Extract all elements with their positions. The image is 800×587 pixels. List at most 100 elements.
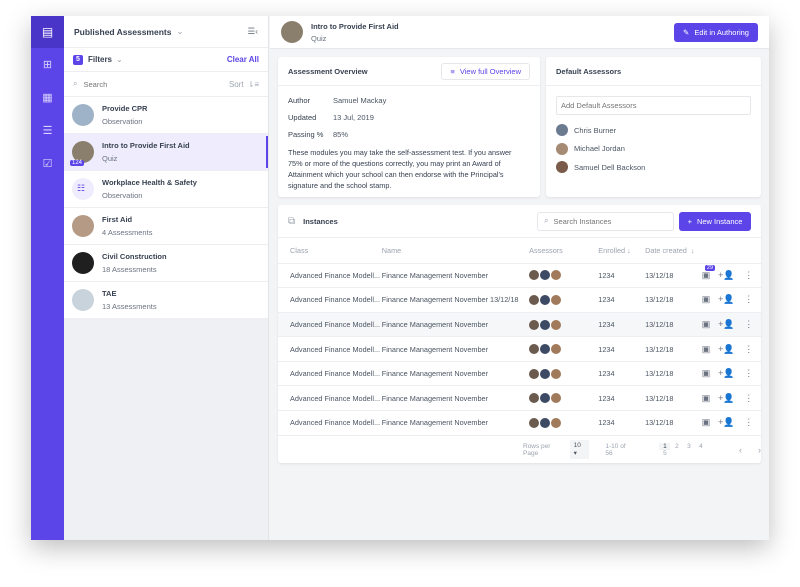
list-item[interactable]: TAE 13 Assessments	[64, 282, 268, 319]
nav-calendar[interactable]: ▦	[31, 81, 64, 114]
avatar	[529, 319, 540, 330]
column-date-created[interactable]: Date created ↓	[645, 238, 696, 264]
item-thumbnail	[72, 104, 94, 126]
item-thumbnail	[72, 252, 94, 274]
column-class[interactable]: Class	[278, 238, 382, 264]
item-subtitle: 4 Assessments	[102, 228, 153, 237]
assessor-item[interactable]: Samuel Dell Backson	[556, 158, 751, 177]
avatar	[529, 270, 540, 281]
instances-icon: ⧉	[288, 215, 296, 227]
avatar	[529, 368, 540, 379]
page-subtitle: Quiz	[311, 33, 327, 43]
clipboard-check-icon[interactable]: ▣	[695, 287, 717, 313]
filters-dropdown[interactable]: Filters	[88, 55, 113, 64]
assessment-overview-card: Assessment Overview ≡ View full Overview …	[278, 57, 540, 197]
avatar	[551, 344, 562, 355]
next-page-icon[interactable]: ›	[757, 444, 761, 455]
clipboard-check-icon[interactable]: ▣	[695, 385, 717, 412]
assessor-name: Samuel Dell Backson	[574, 162, 646, 172]
more-options-icon[interactable]: ⋮	[736, 287, 761, 313]
chevron-down-icon: ⌄	[116, 55, 123, 64]
page-button[interactable]: 5	[663, 449, 667, 457]
submissions-badge: 29	[704, 264, 716, 271]
column-enrolled[interactable]: Enrolled ↓	[598, 238, 646, 264]
list-item[interactable]: ☷ Workplace Health & Safety Observation	[64, 171, 268, 208]
table-row[interactable]: Advanced Finance Modell... Finance Manag…	[278, 385, 761, 412]
plus-icon: +	[687, 216, 692, 226]
cell-enrolled: 1234	[598, 287, 646, 313]
page-button[interactable]: 2	[675, 442, 679, 450]
add-default-assessors-input[interactable]	[556, 96, 751, 115]
prev-page-icon[interactable]: ‹	[738, 444, 742, 455]
page-button[interactable]: 3	[687, 442, 691, 450]
table-row[interactable]: Advanced Finance Modell... Finance Manag…	[278, 336, 761, 362]
clipboard-check-icon[interactable]: ▣	[695, 312, 717, 338]
search-input[interactable]	[83, 79, 229, 89]
edit-in-authoring-button[interactable]: ✎ Edit in Authoring	[674, 22, 758, 42]
more-options-icon[interactable]: ⋮	[736, 263, 761, 289]
table-row[interactable]: Advanced Finance Modell... Finance Manag…	[278, 410, 761, 436]
field-value: Samuel Mackay	[333, 96, 387, 105]
list-item[interactable]: Civil Construction 18 Assessments	[64, 245, 268, 282]
cell-name: Finance Management November	[381, 312, 530, 338]
cell-date: 13/12/18	[645, 263, 696, 289]
more-options-icon[interactable]: ⋮	[736, 385, 761, 412]
table-row[interactable]: Advanced Finance Modell... Finance Manag…	[278, 263, 761, 289]
table-row[interactable]: Advanced Finance Modell... Finance Manag…	[278, 361, 761, 387]
sort-button[interactable]: Sort	[228, 79, 244, 89]
nav-tasks[interactable]: ☑	[31, 147, 64, 180]
cell-date: 13/12/18	[645, 410, 696, 436]
add-person-icon[interactable]: +👤	[716, 312, 737, 338]
avatar	[540, 294, 551, 305]
item-subtitle: Observation	[102, 117, 143, 126]
clipboard-check-icon[interactable]: ▣	[695, 410, 717, 436]
list-item[interactable]: First Aid 4 Assessments	[64, 208, 268, 245]
assessor-item[interactable]: Michael Jordan	[556, 140, 751, 159]
sort-icon[interactable]: ⇂≡	[247, 79, 259, 89]
nav-checklist[interactable]: ☰	[31, 114, 64, 147]
column-name[interactable]: Name	[381, 238, 530, 264]
item-thumbnail	[72, 289, 94, 311]
collapse-panel-icon[interactable]: ☰‹	[247, 26, 258, 36]
cell-class: Advanced Finance Modell...	[278, 336, 382, 362]
add-person-icon[interactable]: +👤	[716, 263, 737, 289]
clipboard-check-icon[interactable]: ▣	[695, 336, 717, 362]
add-person-icon[interactable]: +👤	[716, 361, 737, 387]
more-options-icon[interactable]: ⋮	[736, 410, 761, 436]
column-assessors[interactable]: Assessors	[529, 238, 599, 264]
list-item[interactable]: Provide CPR Observation	[64, 97, 268, 134]
clipboard-check-icon[interactable]: ▣ 29	[695, 263, 717, 289]
add-person-icon[interactable]: +👤	[716, 336, 737, 362]
list-title-dropdown[interactable]: Published Assessments	[74, 26, 172, 37]
nav-dashboard[interactable]: ⊞	[31, 48, 64, 81]
new-instance-button[interactable]: + New Instance	[679, 211, 751, 231]
assessor-item[interactable]: Chris Burner	[556, 121, 751, 140]
item-title: Workplace Health & Safety	[102, 178, 197, 187]
rows-per-page-select[interactable]: 10 ▾	[569, 440, 590, 460]
rows-per-page-label: Rows per Page	[523, 442, 551, 457]
clipboard-check-icon[interactable]: ▣	[695, 361, 717, 387]
more-options-icon[interactable]: ⋮	[736, 336, 761, 362]
app-window: ▤ ⊞ ▦ ☰ ☑ Published Assessments ⌄ ☰‹ 5 F…	[31, 16, 769, 540]
assessor-name: Michael Jordan	[574, 144, 625, 154]
nav-assessments[interactable]: ▤	[31, 16, 64, 48]
search-instances-input[interactable]	[553, 216, 654, 226]
add-person-icon[interactable]: +👤	[716, 385, 737, 412]
page-button[interactable]: 1	[659, 442, 671, 450]
table-row[interactable]: Advanced Finance Modell... Finance Manag…	[278, 312, 761, 338]
more-options-icon[interactable]: ⋮	[736, 312, 761, 338]
field-value: 85%	[333, 130, 349, 139]
add-person-icon[interactable]: +👤	[716, 287, 737, 313]
page-button[interactable]: 4	[699, 442, 703, 450]
view-full-overview-button[interactable]: ≡ View full Overview	[441, 62, 530, 80]
list-item[interactable]: 124 Intro to Provide First Aid Quiz	[64, 134, 268, 171]
checklist-icon: ☷	[77, 183, 86, 193]
table-row[interactable]: Advanced Finance Modell... Finance Manag…	[278, 287, 761, 313]
more-options-icon[interactable]: ⋮	[736, 361, 761, 387]
assessment-thumbnail	[281, 21, 303, 43]
search-icon: ⌕	[544, 216, 549, 225]
add-person-icon[interactable]: +👤	[716, 410, 737, 436]
clear-all-link[interactable]: Clear All	[226, 55, 259, 64]
item-subtitle: 13 Assessments	[102, 302, 157, 311]
search-instances: ⌕	[537, 211, 674, 231]
